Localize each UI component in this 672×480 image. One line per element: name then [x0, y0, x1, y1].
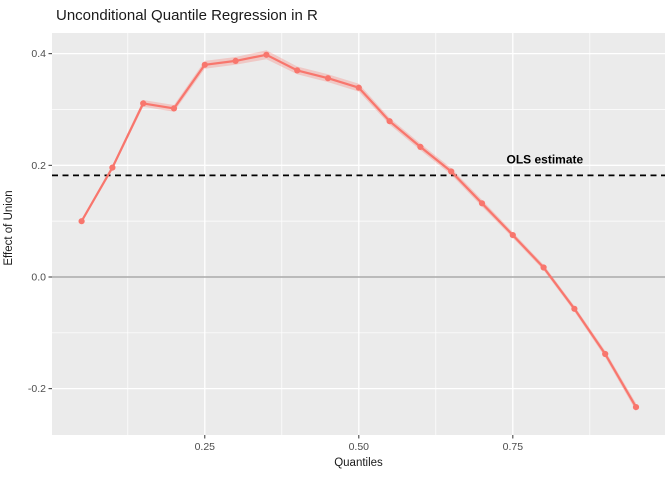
- plot-panel: 0.25 0.50 0.75 0.4 0.2 0.0 -0.2 OLS estimate: [28, 33, 665, 453]
- x-tick-label: 0.50: [349, 441, 370, 453]
- data-point: [109, 164, 116, 171]
- data-point: [448, 168, 455, 175]
- y-tick-label: -0.2: [28, 383, 46, 395]
- data-point: [170, 105, 178, 112]
- data-point: [294, 67, 301, 74]
- x-tick-label: 0.75: [503, 441, 524, 453]
- ols-estimate-label: OLS estimate: [507, 153, 584, 167]
- y-tick-label: 0.0: [31, 271, 46, 283]
- plot-title: Unconditional Quantile Regression in R: [56, 7, 318, 24]
- data-point: [232, 57, 239, 64]
- x-tick-label: 0.25: [195, 441, 216, 453]
- data-point: [417, 143, 424, 150]
- x-axis-title: Quantiles: [334, 457, 383, 469]
- data-point: [571, 305, 578, 312]
- y-tick-label: 0.2: [31, 160, 46, 172]
- data-point: [78, 218, 85, 225]
- data-point: [509, 232, 516, 239]
- data-point: [386, 118, 393, 125]
- data-point: [355, 84, 362, 91]
- data-point: [140, 100, 147, 107]
- data-point: [540, 264, 547, 271]
- y-axis-title: Effect of Union: [3, 190, 15, 265]
- data-point: [478, 200, 486, 207]
- data-point: [632, 404, 640, 411]
- data-point: [602, 350, 609, 358]
- data-point: [201, 61, 208, 68]
- y-tick-label: 0.4: [31, 48, 46, 60]
- data-point: [324, 75, 332, 82]
- data-point: [263, 51, 270, 58]
